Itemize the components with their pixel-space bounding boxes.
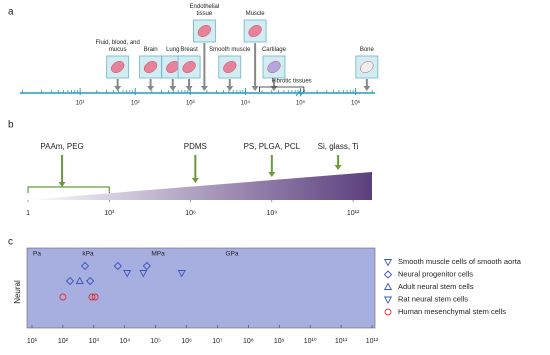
range-bracket [259, 86, 305, 92]
x-tick-label: 10⁴ [241, 100, 251, 107]
x-tick-label: 10² [131, 101, 140, 107]
axis-break [295, 89, 302, 97]
tissue-icon-shape [267, 61, 281, 73]
legend-marker [384, 308, 392, 316]
legend-label: Rat neural stem cells [398, 294, 468, 303]
unit-label: kPa [82, 251, 94, 258]
x-tick-label: 10⁷ [212, 338, 223, 345]
material-bracket [27, 186, 110, 193]
x-tick-label: 10¹² [347, 210, 360, 217]
tissue-label: Breast [180, 47, 198, 53]
material-arrow-head [334, 165, 342, 170]
data-point [75, 276, 84, 284]
tissue-arrow-head [200, 86, 208, 91]
data-point [88, 293, 96, 301]
tissue-arrow-head [169, 86, 177, 91]
x-tick-label: 10³ [89, 338, 100, 345]
tissue-icon-shape [143, 61, 158, 73]
tissue-label: Lung [166, 47, 180, 53]
tissue-icon-shape [223, 61, 237, 73]
tissue-icon-shape [182, 61, 196, 73]
legend-label: Smooth muscle cells of smooth aorta [398, 257, 522, 266]
legend-label: Adult neural stem cells [398, 282, 474, 291]
x-tick-label: 10⁵ [150, 338, 161, 345]
data-point [65, 276, 75, 286]
tissue-arrow-head [147, 86, 155, 91]
panel-label: b [8, 120, 14, 131]
data-point [59, 293, 67, 301]
x-tick-label: 10¹² [366, 338, 379, 345]
tissue-label: Endothelial tissue [189, 4, 220, 17]
x-tick-label: 10³ [186, 101, 195, 107]
tissue-icon-shape [111, 61, 125, 73]
material-arrow-head [191, 178, 199, 183]
tissue-arrow-head [185, 86, 193, 91]
material-label: PAAm, PEG [40, 142, 83, 151]
y-category-label: Neural [13, 280, 22, 304]
panel-label: a [8, 7, 14, 18]
x-tick-label: 10⁴ [119, 338, 130, 345]
data-point [113, 261, 122, 271]
legend-marker [383, 270, 393, 279]
data-point [139, 270, 148, 278]
x-tick-label: 10¹⁰ [304, 337, 317, 345]
material-arrow-head [268, 172, 276, 177]
x-tick-label: 10⁶ [181, 338, 192, 345]
unit-label: MPa [151, 251, 165, 258]
tissue-label: Bone [359, 47, 374, 53]
tissue-label: Smooth muscle [209, 47, 251, 53]
tissue-icon-shape [360, 61, 374, 73]
legend-label: Human mesenchymal stem cells [398, 307, 506, 316]
tissue-arrow-head [363, 86, 371, 91]
material-label: PS, PLGA, PCL [244, 142, 301, 151]
tissue-label: Muscle [245, 11, 265, 17]
data-point [177, 270, 186, 278]
data-point [123, 270, 132, 278]
data-point [142, 261, 151, 271]
x-tick-label: 10¹¹ [335, 338, 348, 345]
tissue-arrow-head [114, 86, 122, 91]
x-tick-label: 10⁹ [274, 338, 285, 345]
tissue-label: Cartilage [261, 47, 286, 53]
x-tick-label: 10⁶ [185, 210, 196, 217]
material-arrow-head [58, 182, 66, 187]
x-tick-label: 10¹ [27, 338, 38, 345]
data-point [91, 293, 99, 301]
legend-marker [383, 259, 393, 267]
unit-label: Pa [33, 251, 41, 258]
tissue-label: Brain [143, 47, 158, 53]
material-label: PDMS [184, 142, 207, 151]
tissue-icon-shape [248, 25, 262, 37]
legend-marker [383, 282, 393, 290]
stiffness-gradient [25, 172, 372, 200]
unit-label: GPa [225, 251, 238, 258]
x-tick-label: 10⁵ [296, 100, 306, 107]
range-label: Fibrotic tissues [272, 79, 312, 85]
legend-label: Neural progenitor cells [398, 269, 473, 278]
x-tick-label: 10⁶ [351, 100, 361, 107]
x-tick-label: 10² [58, 338, 69, 345]
tissue-arrow-head [251, 86, 259, 91]
data-point [80, 261, 90, 271]
tissue-icon-shape [197, 25, 211, 37]
x-tick-label: 1 [26, 210, 30, 217]
tissue-arrow-head [226, 86, 234, 91]
x-tick-label: 10⁸ [243, 338, 254, 345]
panel-label: c [8, 237, 13, 248]
legend-marker [383, 296, 393, 304]
x-tick-label: 10¹ [76, 101, 85, 107]
material-label: Si, glass, Ti [318, 142, 359, 151]
plot-area [26, 247, 376, 329]
x-tick-label: 10⁹ [266, 210, 277, 217]
tissue-label: Fluid, blood, and mucus [95, 40, 140, 53]
data-point [85, 276, 95, 286]
x-tick-label: 10³ [104, 210, 115, 217]
